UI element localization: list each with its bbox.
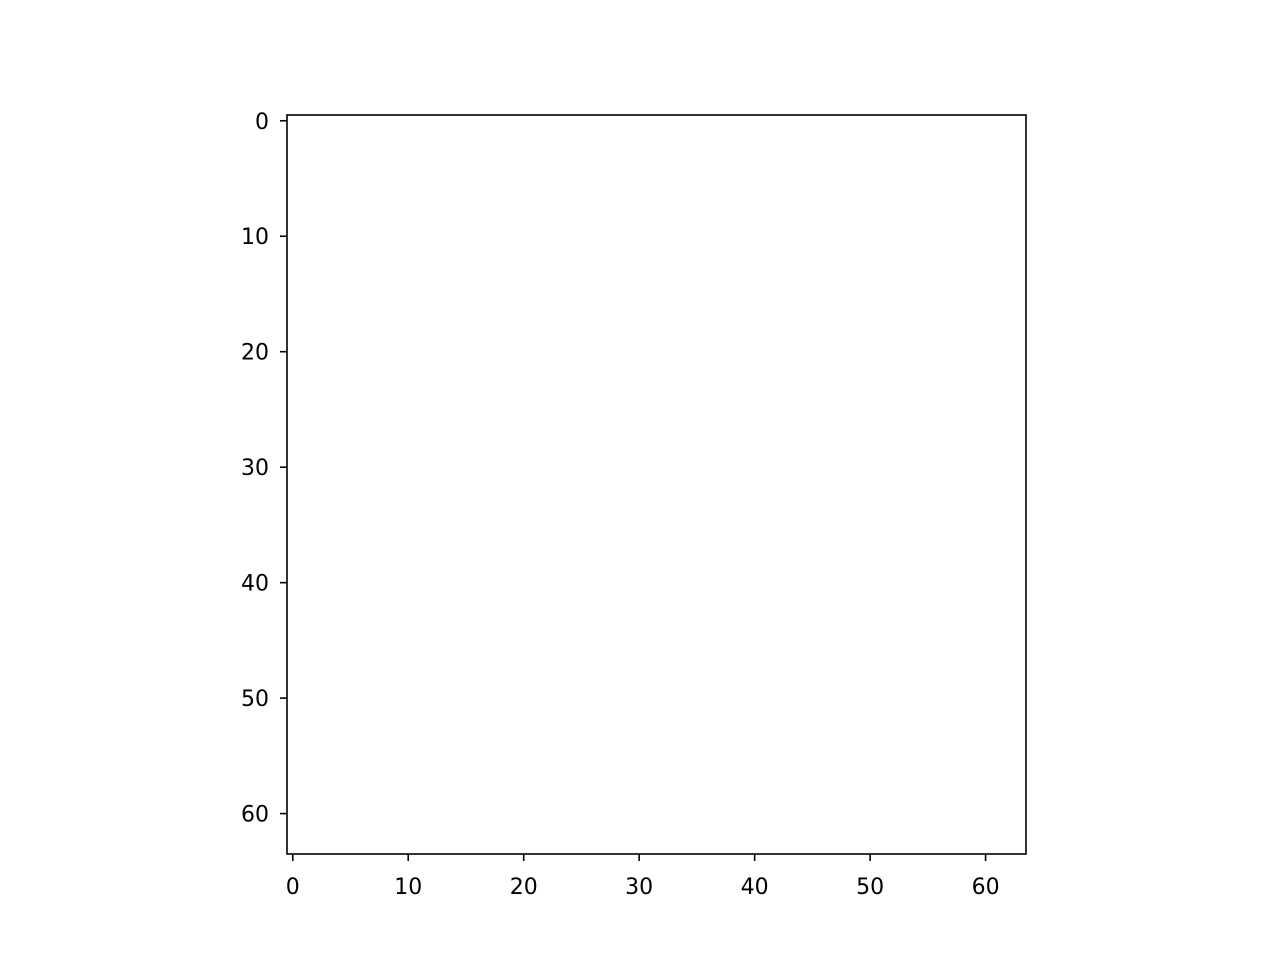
pistil [1000, 440, 1026, 530]
y-tick-label: 40 [241, 572, 269, 597]
x-tick-label: 60 [972, 875, 1000, 900]
petal [960, 740, 1026, 854]
axes-frame [286, 114, 1027, 855]
petal [460, 530, 600, 700]
petal [860, 385, 925, 585]
petal [490, 480, 600, 560]
petal [930, 500, 1000, 590]
x-tick-label: 20 [510, 875, 538, 900]
x-tick-label: 30 [625, 875, 653, 900]
x-tick-label: 10 [394, 875, 422, 900]
petal [460, 304, 620, 490]
x-tick-label: 40 [741, 875, 769, 900]
y-tick-label: 30 [241, 456, 269, 481]
petal [680, 172, 790, 240]
petal [640, 620, 690, 690]
y-tick-label: 20 [241, 341, 269, 366]
petal [770, 375, 856, 570]
petal [700, 430, 770, 520]
petal [625, 520, 700, 620]
cloud [775, 762, 845, 818]
stem-dark [955, 620, 1026, 655]
stem [699, 633, 932, 676]
x-tick-label: 50 [856, 875, 884, 900]
stem [994, 259, 1022, 602]
y-tick-label: 50 [241, 687, 269, 712]
image-heatmap [287, 115, 1026, 854]
y-axis: 0 10 20 30 40 50 60 [241, 110, 287, 828]
petal [930, 660, 1026, 720]
x-tick-label: 0 [286, 875, 300, 900]
y-tick-label: 60 [241, 803, 269, 828]
petal [860, 580, 905, 640]
y-tick-label: 10 [241, 225, 269, 250]
x-axis: 0 10 20 30 40 50 60 [286, 854, 1000, 900]
cloud [490, 710, 790, 830]
y-tick-label: 0 [255, 110, 269, 135]
